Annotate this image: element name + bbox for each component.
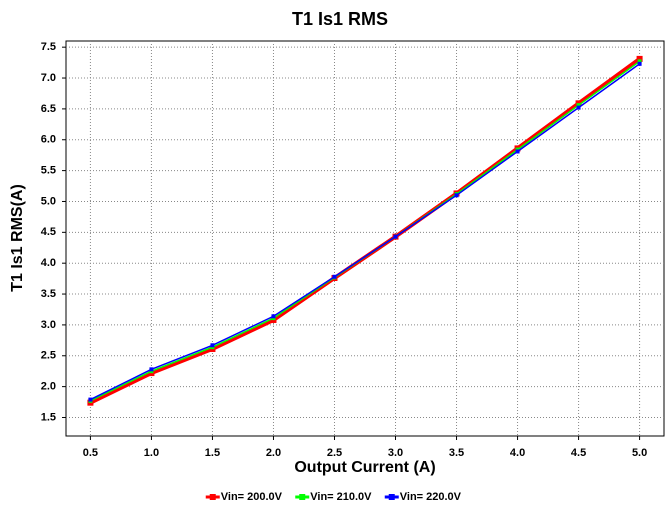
- data-point: [637, 61, 642, 66]
- y-tick-label: 7.0: [41, 72, 56, 84]
- series-line: [90, 63, 641, 401]
- x-tick-label: 1.0: [144, 447, 159, 459]
- x-tick-label: 4.0: [510, 447, 525, 459]
- data-point: [636, 55, 643, 62]
- chart-title: T1 Is1 RMS: [292, 9, 388, 29]
- data-point: [515, 149, 520, 154]
- legend-marker: [388, 494, 395, 500]
- y-tick-label: 5.5: [41, 165, 56, 177]
- y-tick-label: 7.5: [41, 41, 56, 53]
- data-point: [88, 397, 93, 402]
- legend-marker: [299, 494, 306, 500]
- y-tick-label: 2.5: [41, 350, 56, 362]
- x-axis-label: Output Current (A): [294, 459, 435, 476]
- legend-label: Vin= 200.0V: [221, 491, 283, 503]
- x-tick-label: 2.0: [266, 447, 281, 459]
- data-point: [454, 193, 459, 198]
- data-point: [332, 274, 337, 279]
- x-tick-label: 0.5: [83, 447, 98, 459]
- y-tick-label: 2.0: [41, 381, 56, 393]
- plot-area: [65, 40, 665, 437]
- y-tick-label: 6.5: [41, 103, 56, 115]
- y-tick-label: 3.5: [41, 288, 56, 300]
- data-point: [637, 59, 642, 64]
- legend-label: Vin= 210.0V: [310, 491, 372, 503]
- y-tick-label: 3.0: [41, 319, 56, 331]
- x-tick-label: 1.5: [205, 447, 220, 459]
- x-tick-label: 3.5: [449, 447, 464, 459]
- data-point: [210, 343, 215, 348]
- y-tick-label: 4.5: [41, 226, 56, 238]
- y-tick-label: 5.0: [41, 195, 56, 207]
- y-tick-label: 1.5: [41, 411, 56, 423]
- data-point: [393, 234, 398, 239]
- data-point: [576, 105, 581, 110]
- y-tick-label: 6.0: [41, 134, 56, 146]
- legend-marker: [209, 494, 216, 500]
- x-tick-label: 4.5: [571, 447, 586, 459]
- data-point: [576, 103, 581, 108]
- x-tick-label: 2.5: [327, 447, 342, 459]
- data-point: [271, 314, 276, 319]
- y-axis-label: T1 Is1 RMS(A): [9, 184, 26, 292]
- x-tick-label: 3.0: [388, 447, 403, 459]
- y-tick-label: 4.0: [41, 257, 56, 269]
- legend-label: Vin= 220.0V: [400, 491, 462, 503]
- x-tick-label: 5.0: [632, 447, 647, 459]
- data-point: [149, 367, 154, 372]
